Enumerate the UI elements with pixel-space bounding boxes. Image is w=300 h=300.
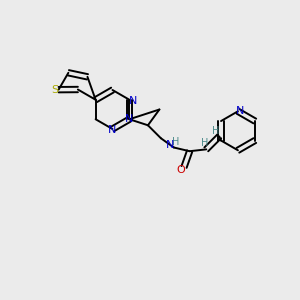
Text: N: N [125, 114, 134, 124]
Text: H: H [172, 137, 179, 147]
Text: N: N [129, 96, 137, 106]
Text: N: N [236, 106, 244, 116]
Text: H: H [201, 138, 208, 148]
Text: H: H [212, 126, 219, 136]
Text: S: S [52, 85, 58, 95]
Text: O: O [177, 165, 185, 175]
Text: N: N [166, 140, 174, 150]
Text: N: N [108, 125, 117, 136]
